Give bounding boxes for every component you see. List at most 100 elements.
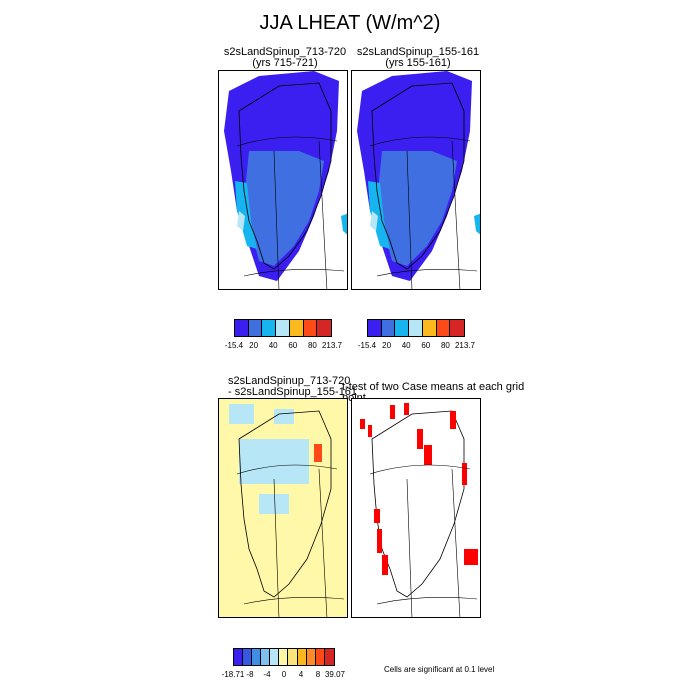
longitude-line-2 [318,140,328,289]
colorbar-swatch [409,320,423,336]
colorbar-swatch [381,320,396,336]
coastline [238,82,332,270]
colorbar-tick-label: 213.7 [454,341,476,350]
colorbar-tick-label: 0 [281,670,287,679]
panel-title-bottom-left: s2sLandSpinup_713-720 - s2sLandSpinup_15… [228,376,408,398]
map-bottom-left [218,398,348,618]
significance-footnote: Cells are significant at 0.1 level [384,665,495,674]
colorbar-swatch [395,320,410,336]
latitude-line-1 [369,464,471,475]
map-region-east-patch [341,213,347,235]
map-bottom-right [351,398,481,618]
panel-title-top-right-line2: (yrs 155-161) [385,57,451,69]
latitude-line-2 [376,269,478,277]
colorbar-tick-label: 39.07 [324,670,346,679]
colorbar-swatch [317,320,331,336]
map-region-east-patch [474,213,480,235]
panel-title-top-left-line1: s2sLandSpinup_713-720 [223,46,347,58]
map-top-right [351,70,481,290]
colorbar-swatch [276,320,290,336]
latitude-line-1 [236,136,338,147]
significant-cell-5 [417,429,423,449]
colorbar-swatch [262,320,277,336]
colorbar-labels-bottom-left: -18.71 -8 -4 0 4 8 39.07 [222,670,345,680]
longitude-line-1 [406,150,413,289]
longitude-line-1 [273,150,280,289]
colorbar-swatch [279,649,289,665]
panel-title-top-right-line1: s2sLandSpinup_155-161 [356,46,480,58]
colorbar-swatch [422,320,437,336]
colorbar-swatch [288,649,298,665]
colorbar-tick-label: 213.7 [321,341,343,350]
map-region-light-margin [370,211,378,231]
latitude-line-1 [369,136,471,147]
colorbar-swatch [270,649,280,665]
colorbar-tick-label: 20 [249,341,259,350]
colorbar-labels-top-right: -15.4 20 40 60 80 213.7 [358,341,475,351]
colorbar-top-right [367,319,465,337]
panel-title-top-left-line2: (yrs 715-721) [252,57,318,69]
colorbar-tick-label: -4 [263,670,271,679]
map-positive-patch [314,444,322,462]
colorbar-tick-label: 80 [440,341,450,350]
colorbar-bottom-left [233,648,335,666]
latitude-line-2 [243,269,345,277]
colorbar-tick-label: 40 [268,341,278,350]
longitude-line-1 [406,478,413,617]
colorbar-tick-label: 60 [288,341,298,350]
colorbar-tick-label: -15.4 [357,341,377,350]
colorbar-swatch [303,320,318,336]
significant-cell-1 [360,419,365,429]
colorbar-swatch [289,320,304,336]
significant-cell-8 [462,463,467,485]
map-top-left [218,70,348,290]
latitude-line-2 [376,597,478,605]
colorbar-swatch [297,649,307,665]
panel-title-top-right: s2sLandSpinup_155-161 (yrs 155-161) [333,47,503,69]
longitude-line-2 [318,468,328,617]
significant-cell-10 [377,529,382,553]
colorbar-labels-top-left: -15.4 20 40 60 80 213.7 [225,341,342,351]
greenland-significance-map [352,399,480,617]
colorbar-swatch [252,649,262,665]
panel-title-bottom-left-line2: - s2sLandSpinup_155-161 [228,386,358,398]
panel-title-top-left: s2sLandSpinup_713-720 (yrs 715-721) [200,47,370,69]
coastline [371,82,465,270]
colorbar-swatch [248,320,263,336]
colorbar-tick-label: 60 [421,341,431,350]
significant-cell-2 [368,425,372,437]
map-region-middle [245,151,324,266]
coastline [238,410,332,598]
greenland-map-top-left [224,71,347,289]
map-negative-patch-1 [229,404,254,424]
greenland-difference-map [219,399,347,617]
significant-cell-9 [374,509,380,523]
latitude-line-2 [243,597,345,605]
colorbar-swatch [235,320,249,336]
colorbar-swatch [324,649,334,665]
longitude-line-2 [451,468,461,617]
map-negative-patch-2 [274,409,294,424]
map-negative-patch-3 [239,439,309,484]
colorbar-tick-label: 8 [315,670,321,679]
colorbar-tick-label: 4 [298,670,304,679]
map-region-west-margin [368,181,390,249]
colorbar-swatch [368,320,382,336]
colorbar-tick-label: -18.71 [221,670,245,679]
significant-cell-12 [464,549,478,565]
map-negative-patch-4 [259,494,289,514]
colorbar-tick-label: 80 [307,341,317,350]
colorbar-tick-label: 20 [382,341,392,350]
colorbar-swatch [315,649,325,665]
colorbar-swatch [234,649,244,665]
significant-cell-7 [450,411,456,429]
colorbar-swatch [436,320,451,336]
colorbar-top-left [234,319,332,337]
panel-title-bottom-left-line1: s2sLandSpinup_713-720 [228,375,351,387]
map-region-west-margin [235,181,257,249]
significant-cell-3 [390,405,395,419]
colorbar-tick-label: -15.4 [224,341,244,350]
longitude-line-1 [273,478,280,617]
figure-title: JJA LHEAT (W/m^2) [259,12,441,34]
significant-cell-6 [424,445,432,465]
